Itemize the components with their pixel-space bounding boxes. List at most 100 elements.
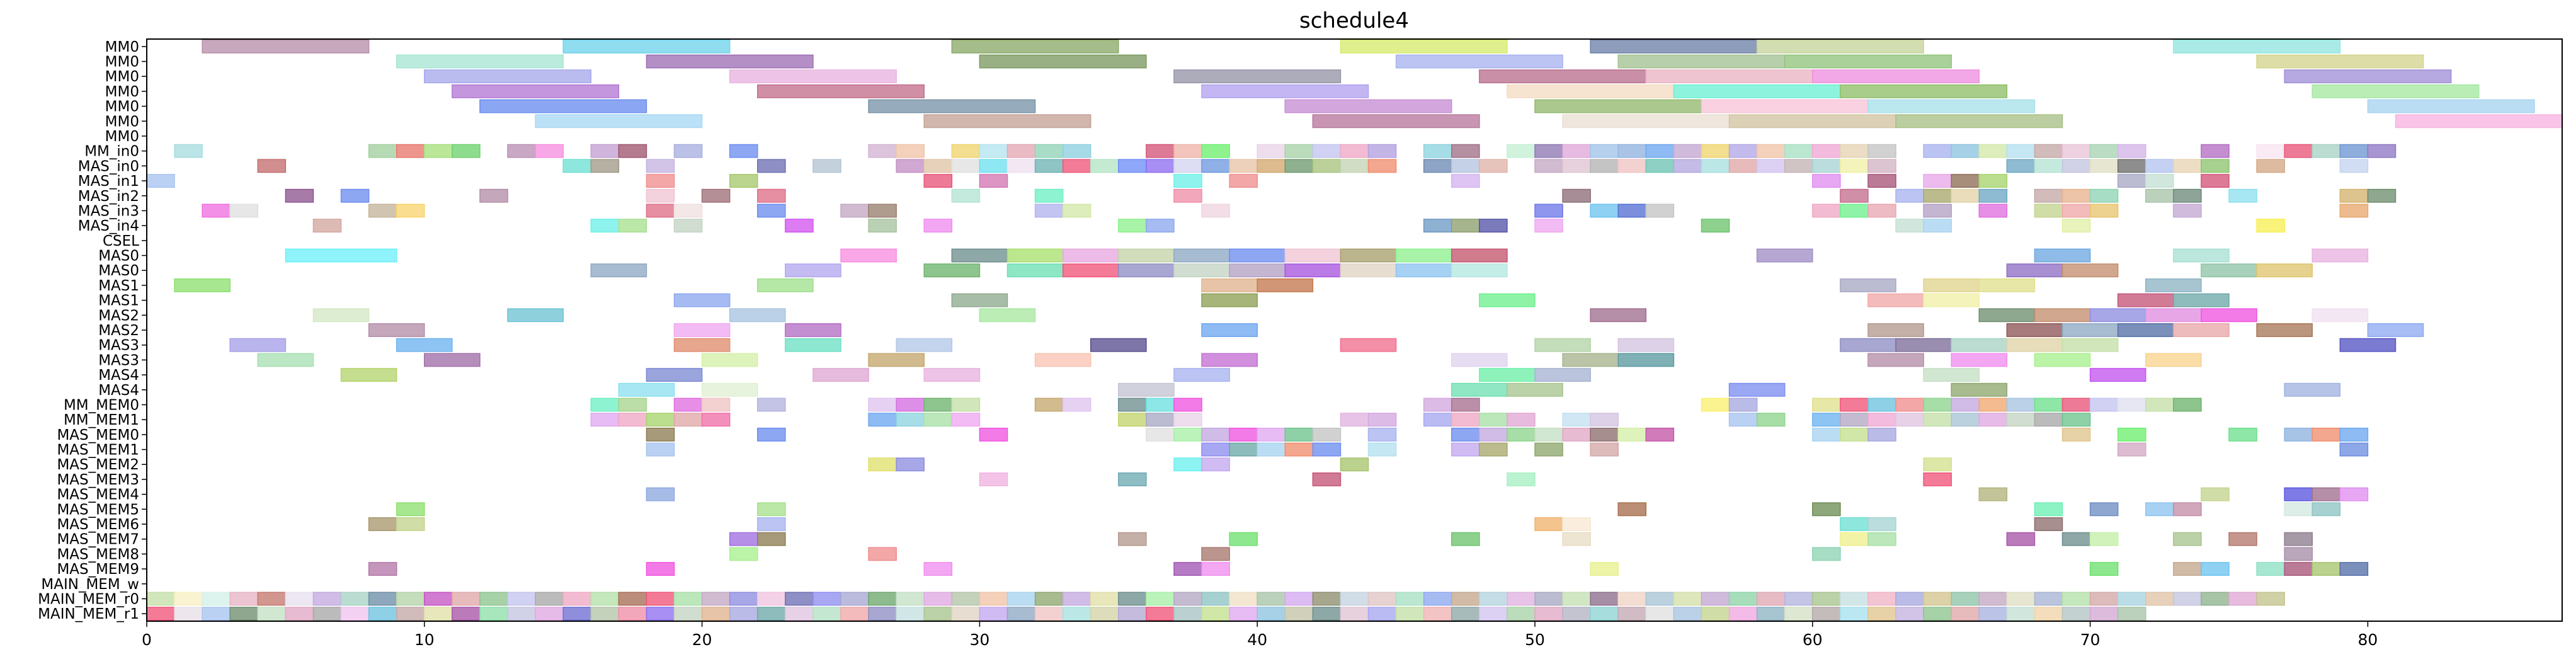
task-bar	[1090, 607, 1119, 621]
task-bar	[535, 607, 564, 621]
task-bar	[1784, 592, 1813, 606]
task-bar	[1951, 144, 1980, 158]
task-bar	[1451, 607, 1480, 621]
task-bar	[729, 532, 758, 546]
task-bar	[1146, 219, 1175, 233]
task-bar	[1756, 39, 1924, 54]
task-bar	[1173, 188, 1202, 203]
task-bar	[1562, 159, 1591, 173]
task-bar	[1312, 472, 1342, 486]
task-bar	[1340, 607, 1369, 621]
task-bar	[2006, 607, 2036, 621]
x-tick-label: 0	[142, 631, 152, 649]
task-bar	[1728, 159, 1758, 173]
task-bar	[1895, 114, 2063, 129]
task-bar	[2117, 174, 2146, 188]
task-bar	[229, 203, 259, 218]
task-bar	[1534, 159, 1563, 173]
task-bar	[868, 398, 897, 412]
task-bar	[1507, 592, 1536, 606]
task-bar	[1645, 159, 1675, 173]
task-bar	[673, 219, 703, 233]
y-tick-label: CSEL	[103, 233, 139, 249]
task-bar	[812, 368, 869, 382]
task-bar	[1978, 144, 2008, 158]
y-tick-label: MM0	[105, 99, 139, 115]
task-bar	[257, 353, 314, 367]
task-bar	[1562, 353, 1619, 367]
task-bar	[2256, 263, 2313, 278]
task-bar	[923, 114, 1091, 129]
task-bar	[1534, 203, 1563, 218]
y-tick-label: MAS4	[98, 367, 139, 384]
task-bar	[2117, 159, 2146, 173]
task-bar	[1562, 114, 1730, 129]
task-bar	[840, 592, 869, 606]
task-bar	[1367, 413, 1397, 427]
y-tick-label: MAS0	[98, 248, 139, 265]
task-bar	[1951, 338, 2008, 352]
task-bar	[452, 144, 481, 158]
task-bar	[340, 188, 370, 203]
task-bar	[1229, 427, 1258, 442]
task-bar	[1423, 607, 1452, 621]
task-bar	[923, 219, 953, 233]
task-bar	[1590, 442, 1619, 457]
task-bar	[2089, 368, 2146, 382]
task-bar	[785, 338, 841, 352]
task-bar	[257, 607, 287, 621]
task-bar	[1118, 248, 1175, 263]
task-bar	[1617, 54, 1786, 69]
task-bar	[1367, 607, 1397, 621]
task-bar	[1978, 487, 2008, 501]
task-bar	[896, 159, 925, 173]
task-bar	[757, 502, 786, 517]
task-bar	[1146, 398, 1175, 412]
task-bar	[896, 338, 953, 352]
task-bar	[1451, 413, 1480, 427]
task-bar	[646, 54, 814, 69]
task-bar	[1229, 607, 1258, 621]
task-bar	[2034, 502, 2063, 517]
task-bar	[1312, 144, 1342, 158]
task-bar	[1367, 144, 1397, 158]
x-tick-label: 10	[414, 631, 435, 649]
task-bar	[1507, 413, 1536, 427]
task-bar	[1617, 427, 1647, 442]
task-bar	[2061, 413, 2091, 427]
task-bar	[2006, 263, 2063, 278]
task-bar	[1923, 174, 1952, 188]
task-bar	[1534, 144, 1563, 158]
task-bar	[1451, 442, 1480, 457]
task-bar	[868, 607, 897, 621]
task-bar	[1340, 159, 1369, 173]
task-bar	[1673, 607, 1702, 621]
task-bar	[562, 592, 592, 606]
task-bar	[923, 398, 953, 412]
task-bar	[2006, 323, 2063, 337]
task-bar	[2006, 413, 2036, 427]
task-bar	[2061, 159, 2091, 173]
task-bar	[1784, 144, 1813, 158]
task-bar	[452, 592, 481, 606]
task-bar	[1201, 323, 1258, 337]
task-bar	[2311, 308, 2369, 323]
task-bar	[618, 413, 647, 427]
task-bar	[1257, 607, 1286, 621]
task-bar	[1562, 532, 1591, 546]
y-axis-labels: MM0MM0MM0MM0MM0MM0MM0MM_in0MAS_in0MAS_in…	[38, 39, 147, 622]
task-bar	[1840, 278, 1896, 292]
task-bar	[673, 144, 703, 158]
task-bar	[590, 607, 620, 621]
y-tick-label: MM0	[105, 39, 139, 55]
task-bar	[1701, 592, 1730, 606]
task-bar	[840, 203, 869, 218]
task-bar	[2173, 562, 2202, 576]
task-bar	[2201, 308, 2257, 323]
task-bar	[1895, 219, 1924, 233]
task-bar	[507, 308, 564, 323]
y-tick-label: MM_MEM0	[64, 397, 139, 413]
task-bar	[1118, 219, 1147, 233]
task-bar	[1923, 278, 1980, 292]
task-bar	[785, 323, 841, 337]
